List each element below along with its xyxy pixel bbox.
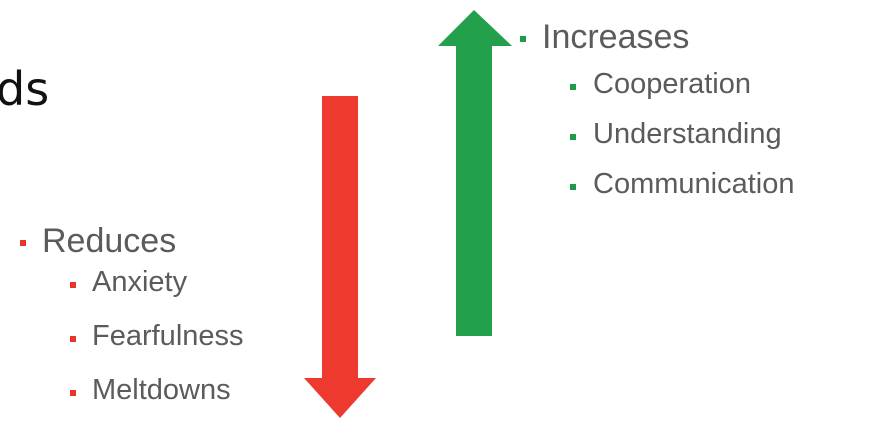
increases-item-label: Cooperation (593, 68, 751, 100)
up-arrow-shape (438, 10, 512, 336)
increases-item: Understanding (520, 120, 794, 170)
red-bullet-icon (70, 282, 76, 288)
increases-item-label: Communication (593, 168, 795, 200)
increases-list: Increases Cooperation Understanding Comm… (520, 20, 794, 220)
red-bullet-icon (70, 390, 76, 396)
reduces-heading: Reduces (20, 224, 244, 268)
reduces-item-label: Meltdowns (92, 374, 231, 406)
green-bullet-icon (570, 84, 576, 90)
green-bullet-icon (570, 184, 576, 190)
reduces-item: Fearfulness (20, 322, 244, 376)
reduces-item: Anxiety (20, 268, 244, 322)
reduces-heading-label: Reduces (42, 222, 177, 260)
increases-heading: Increases (520, 20, 794, 70)
reduces-item-label: Fearfulness (92, 320, 244, 352)
increases-item: Cooperation (520, 70, 794, 120)
slide-title-fragment: ds (0, 62, 50, 116)
red-bullet-icon (70, 336, 76, 342)
increases-heading-label: Increases (542, 18, 690, 56)
green-bullet-icon (520, 36, 526, 42)
increases-item: Communication (520, 170, 794, 220)
up-arrow-icon (438, 10, 512, 336)
reduces-item-label: Anxiety (92, 266, 188, 298)
reduces-list: Reduces Anxiety Fearfulness Meltdowns (20, 224, 244, 430)
red-bullet-icon (20, 240, 26, 246)
increases-item-label: Understanding (593, 118, 782, 150)
down-arrow-shape (304, 96, 376, 418)
green-bullet-icon (570, 134, 576, 140)
reduces-item: Meltdowns (20, 376, 244, 430)
down-arrow-icon (304, 96, 376, 418)
